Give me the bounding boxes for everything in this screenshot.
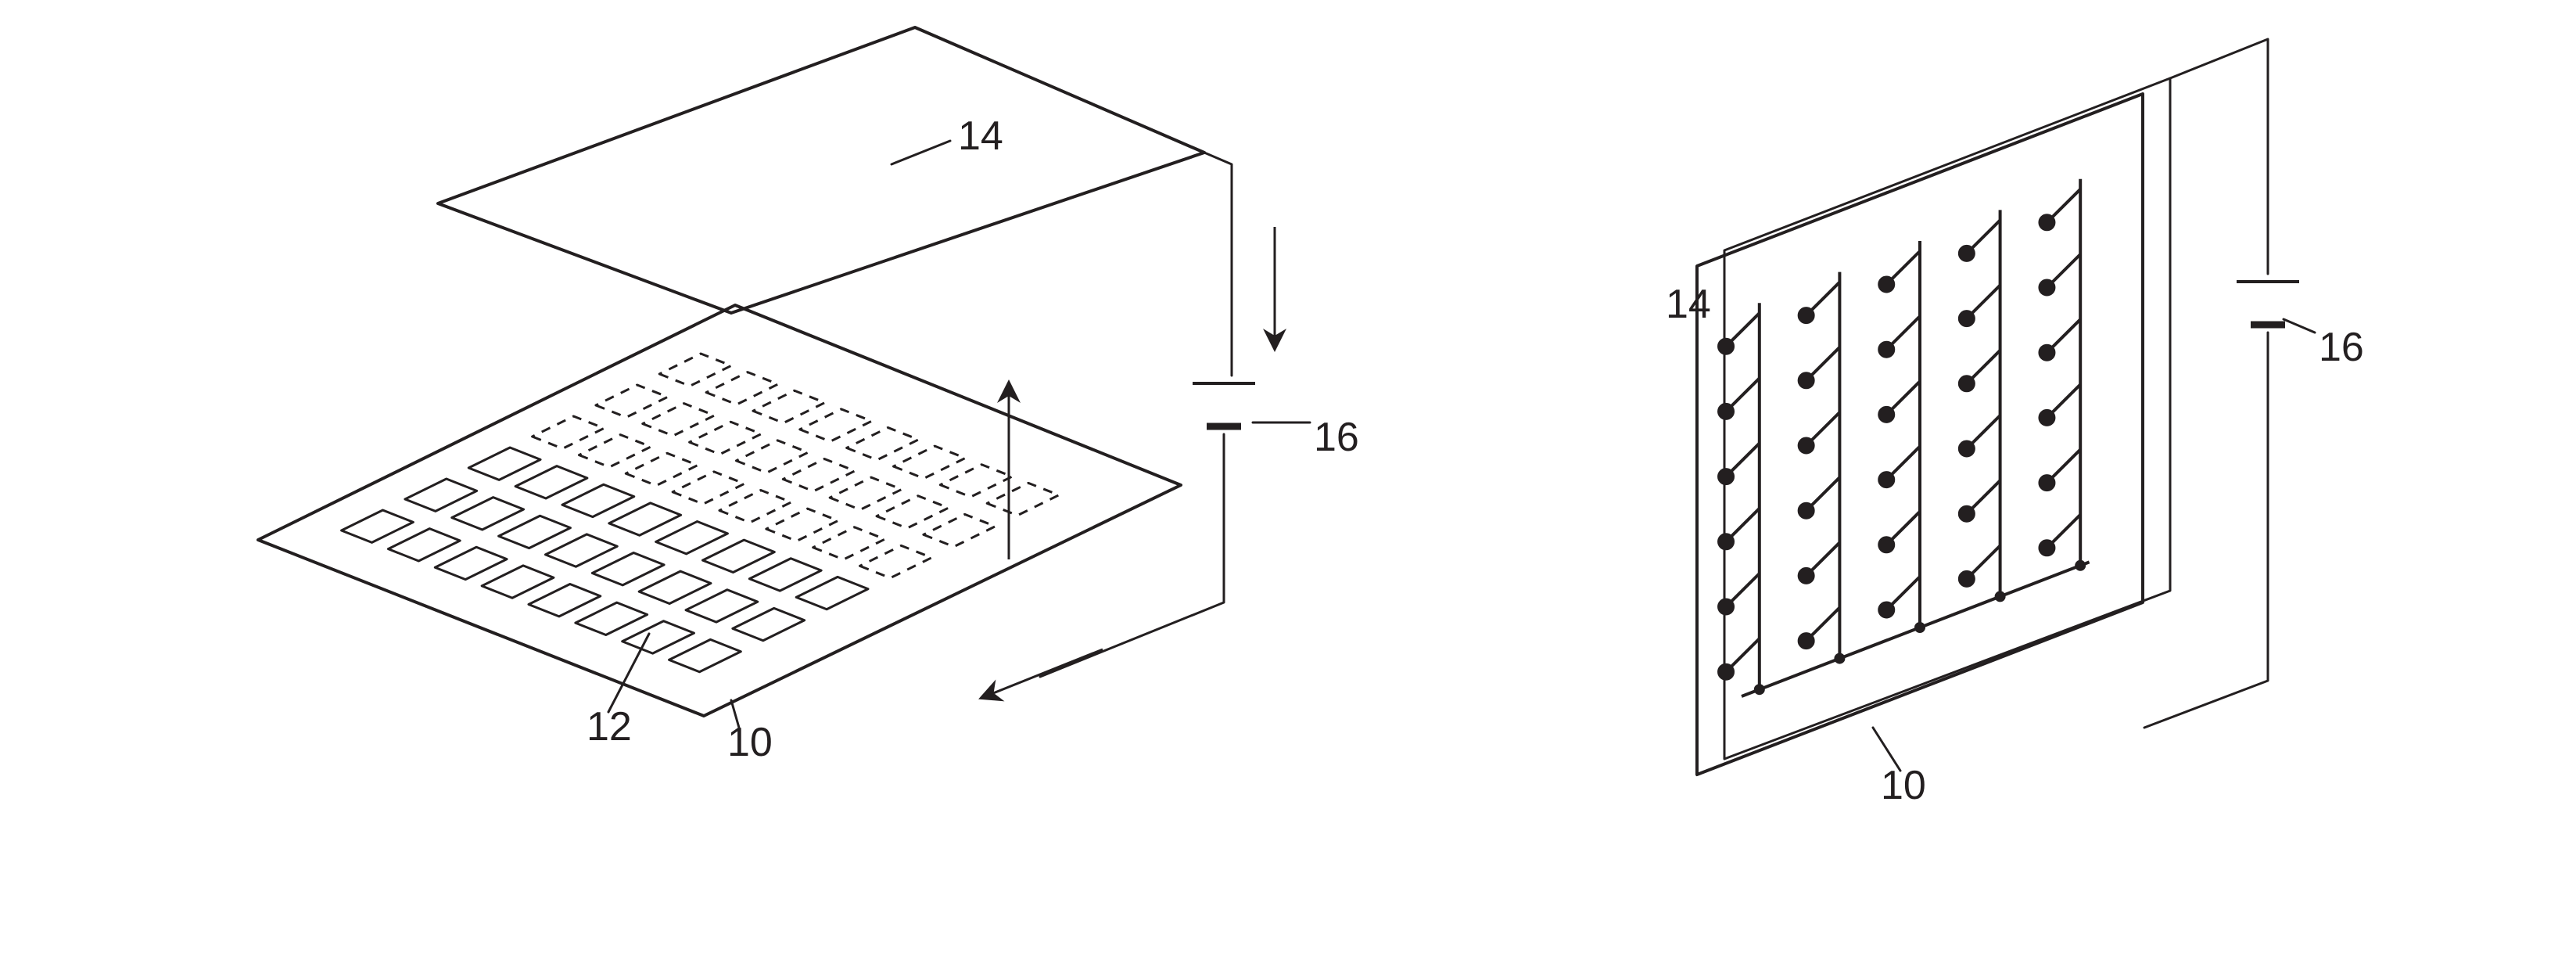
figure-right <box>1642 23 2385 806</box>
figure-left <box>235 23 1353 767</box>
